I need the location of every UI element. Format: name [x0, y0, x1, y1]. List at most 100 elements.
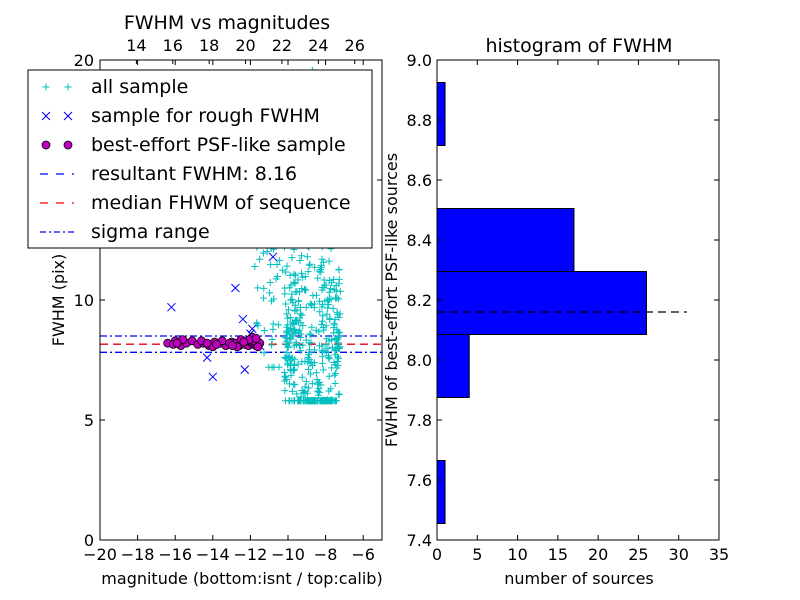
- all-sample-point: [301, 383, 309, 391]
- all-sample-point: [308, 397, 316, 405]
- top-x-tick-label: 20: [235, 36, 255, 55]
- y-tick-label: 0: [84, 531, 94, 550]
- all-sample-point: [322, 322, 330, 330]
- histogram-bars: [436, 82, 647, 524]
- all-sample-point: [291, 279, 299, 287]
- scatter-chart-fwhm-vs-magnitudes: −20 −18 −16 −14 −12 −10 −8 −6 14 16 18 20 22 24 26 0 5…: [27, 12, 383, 588]
- all-sample-point: [318, 283, 326, 291]
- all-sample-point: [306, 260, 314, 268]
- rough-fwhm-point: [202, 353, 212, 362]
- all-sample-point: [283, 376, 291, 384]
- all-sample-point: [334, 328, 342, 336]
- x-tick-label: −20: [83, 545, 117, 564]
- all-sample-point: [332, 351, 340, 359]
- all-sample-point: [330, 397, 338, 405]
- all-sample-point: [328, 343, 336, 351]
- all-sample-point: [318, 359, 326, 367]
- all-sample-point: [292, 288, 300, 296]
- all-sample-point: [335, 265, 343, 273]
- y-tick-label: 7.6: [407, 471, 432, 490]
- all-sample-point: [260, 284, 268, 292]
- all-sample-point: [318, 303, 326, 311]
- all-sample-point: [267, 261, 275, 269]
- all-sample-point: [331, 371, 339, 379]
- all-sample-point: [297, 347, 305, 355]
- rough-fwhm-point: [247, 324, 257, 334]
- all-sample-point: [288, 326, 296, 334]
- psf-like-point: [202, 338, 212, 348]
- x-tick-label: 15: [548, 545, 568, 564]
- x-tick-label: 35: [709, 545, 729, 564]
- all-sample-point: [283, 342, 291, 350]
- all-sample-point: [268, 335, 276, 343]
- all-sample-point: [312, 326, 320, 334]
- top-x-tick-label: 24: [308, 36, 328, 55]
- all-sample-point: [298, 373, 306, 381]
- all-sample-point: [265, 363, 273, 371]
- all-sample-point: [325, 301, 333, 309]
- all-sample-point: [302, 286, 310, 294]
- rough-fwhm-point: [167, 302, 176, 312]
- all-sample-point: [302, 378, 310, 386]
- histogram-chart-title: histogram of FWHM: [485, 35, 672, 57]
- all-sample-point: [322, 281, 330, 289]
- all-sample-point: [333, 357, 341, 365]
- all-sample-point: [323, 310, 331, 318]
- y-tick-label: 5: [84, 411, 94, 430]
- all-sample-point: [282, 300, 290, 308]
- all-sample-point: [332, 345, 340, 353]
- all-sample-point: [256, 255, 264, 263]
- rough-fwhm-point: [240, 365, 250, 374]
- all-sample-point: [306, 359, 314, 367]
- all-sample-point: [306, 330, 314, 338]
- all-sample-point: [288, 295, 296, 303]
- all-sample-point: [290, 397, 298, 405]
- all-sample-point: [315, 267, 323, 275]
- y-tick-label: 7.8: [407, 411, 432, 430]
- all-sample-point: [298, 269, 306, 277]
- all-sample-point: [307, 331, 315, 339]
- top-x-tick-label: 18: [199, 36, 219, 55]
- histogram-bar: [436, 460, 446, 524]
- all-sample-point: [331, 315, 339, 323]
- all-sample-point: [317, 381, 325, 389]
- all-sample-point: [282, 355, 290, 363]
- all-sample-point: [333, 336, 341, 344]
- all-sample-point: [324, 345, 332, 353]
- legend: all sample sample for rough FWHM best-effo…: [27, 69, 373, 249]
- all-sample-point: [282, 338, 290, 346]
- x-tick-label: 0: [432, 545, 442, 564]
- all-sample-point: [297, 310, 305, 318]
- all-sample-point: [334, 310, 342, 318]
- all-sample-point: [286, 314, 294, 322]
- histogram-x-axis-label: number of sources: [504, 569, 654, 588]
- all-sample-point: [314, 274, 322, 282]
- all-sample-point: [327, 284, 335, 292]
- all-sample-point: [304, 268, 312, 276]
- all-sample-point: [317, 265, 325, 273]
- all-sample-point: [333, 364, 341, 372]
- all-sample-point: [281, 284, 289, 292]
- x-tick-label: 20: [588, 545, 608, 564]
- all-sample-point: [284, 321, 292, 329]
- all-sample-point: [305, 366, 313, 374]
- y-tick-label: 9.0: [407, 51, 432, 70]
- legend-marker-circle: [63, 140, 73, 150]
- all-sample-point: [306, 370, 314, 378]
- all-sample-point: [320, 347, 328, 355]
- top-x-tick-label: 14: [126, 36, 146, 55]
- x-tick-label: −16: [158, 545, 192, 564]
- all-sample-point: [281, 387, 289, 395]
- all-sample-point: [297, 330, 305, 338]
- all-sample-point: [263, 248, 271, 255]
- legend-entry-label: resultant FWHM: 8.16: [91, 163, 297, 185]
- all-sample-point: [289, 299, 297, 307]
- top-x-tick-label: 22: [272, 36, 292, 55]
- all-sample-point: [253, 319, 261, 327]
- all-sample-point: [324, 304, 332, 312]
- x-tick-label: 25: [628, 545, 648, 564]
- top-x-tick-label: 16: [163, 36, 183, 55]
- legend-entry-label: all sample: [91, 76, 188, 98]
- all-sample-point: [298, 358, 306, 366]
- all-sample-point: [336, 329, 344, 337]
